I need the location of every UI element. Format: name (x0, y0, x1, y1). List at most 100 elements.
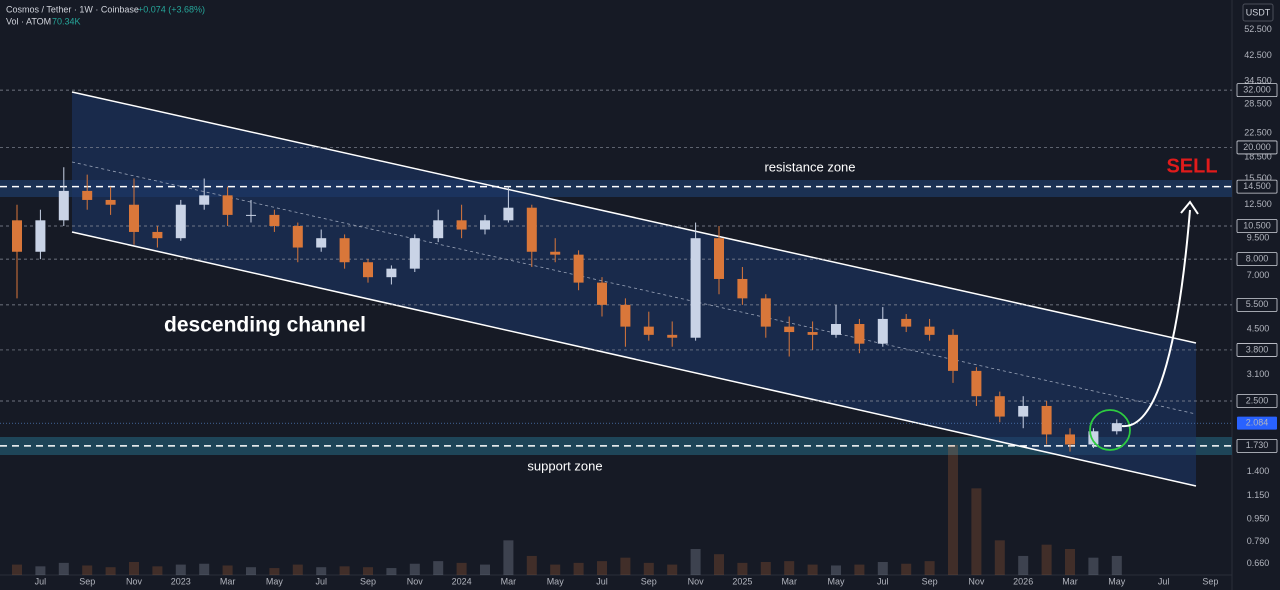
volume-bar (994, 540, 1005, 575)
resistance-label: resistance zone (764, 159, 855, 174)
candle-body (199, 195, 210, 205)
candle-body (363, 262, 373, 278)
chart-title: Cosmos / Tether · 1W · Coinbase (6, 4, 139, 14)
price-change: +0.074 (+3.68%) (138, 4, 205, 14)
volume-bar (620, 557, 631, 575)
sell-label: SELL (1166, 155, 1217, 177)
candle-body (269, 214, 280, 226)
candle-body (901, 318, 912, 327)
volume-bar (58, 562, 69, 575)
price-axis (1232, 0, 1280, 590)
level-label: 3.800 (1246, 344, 1269, 354)
x-tick-label: Sep (922, 576, 938, 586)
candle-body (105, 199, 116, 205)
volume-bar (363, 567, 373, 575)
x-tick-label: Mar (781, 576, 797, 586)
volume-bar (877, 562, 888, 575)
x-tick-label: Jul (315, 576, 327, 586)
level-box (1236, 83, 1278, 98)
x-tick-label: Sep (1202, 576, 1218, 586)
level-label: 10.500 (1243, 220, 1271, 230)
volume-bar (456, 562, 467, 575)
support-label: support zone (527, 458, 602, 473)
candle-body (597, 282, 607, 305)
y-tick-label: 0.950 (1247, 513, 1270, 523)
candle-body (386, 268, 397, 278)
arrow-head (1180, 200, 1199, 215)
candle-body (456, 220, 467, 230)
candle-body (152, 231, 163, 239)
candle-body (1088, 431, 1099, 445)
candle-body (690, 238, 701, 338)
candle-body (526, 207, 537, 252)
candle-body (222, 195, 233, 215)
y-tick-label: 7.000 (1247, 270, 1270, 280)
x-tick-label: Sep (641, 576, 657, 586)
x-tick-label: May (1108, 576, 1126, 586)
candle-body (35, 220, 46, 252)
y-tick-label: 42.500 (1244, 50, 1272, 60)
y-tick-label: 1.400 (1247, 466, 1270, 476)
volume-bar (129, 562, 139, 575)
channel-lower (71, 231, 1197, 487)
y-tick-label: 1.150 (1247, 490, 1270, 500)
volume-bar (409, 563, 420, 575)
x-tick-label: Mar (1062, 576, 1078, 586)
last-price-box (1237, 416, 1277, 430)
y-tick-label: 28.500 (1244, 99, 1272, 109)
volume-bar (12, 564, 22, 575)
y-tick-label: 9.500 (1247, 233, 1270, 243)
level-label: 5.500 (1246, 299, 1269, 309)
volume-bar (1088, 557, 1099, 575)
x-tick-label: Nov (126, 576, 143, 586)
candle-body (1111, 423, 1122, 432)
candle-body (924, 326, 935, 335)
candle-body (129, 204, 139, 232)
x-tick-label: Nov (407, 576, 424, 586)
y-tick-label: 0.660 (1247, 558, 1270, 568)
level-label: 2.500 (1246, 395, 1269, 405)
level-label: 1.730 (1246, 440, 1269, 450)
volume-bar (175, 564, 186, 575)
level-box (1236, 179, 1278, 194)
candle-body (480, 220, 490, 230)
level-label: 32.000 (1243, 84, 1271, 94)
level-box (1236, 297, 1278, 312)
highlight-circle (1089, 409, 1131, 451)
volume-value: 70.34K (52, 16, 81, 26)
projection-arrow (1121, 209, 1191, 428)
candle-body (714, 238, 724, 279)
candle-body (58, 190, 69, 221)
candle-body (316, 238, 327, 248)
candle-body (503, 207, 514, 221)
candle-body (737, 278, 748, 299)
x-tick-label: May (827, 576, 845, 586)
x-tick-label: Jul (35, 576, 47, 586)
candle-body (760, 298, 771, 327)
currency-box[interactable] (1242, 3, 1274, 22)
volume-bar (246, 567, 256, 575)
x-tick-label: Sep (79, 576, 95, 586)
x-tick-label: 2023 (171, 576, 191, 586)
volume-bar (573, 562, 584, 575)
volume-bar (597, 561, 607, 575)
x-tick-label: 2026 (1013, 576, 1033, 586)
x-tick-label: Jul (596, 576, 608, 586)
x-tick-label: Nov (968, 576, 985, 586)
candle-body (1065, 434, 1075, 445)
candle-body (831, 324, 841, 335)
volume-bar (433, 561, 444, 575)
y-tick-label: 4.500 (1247, 324, 1270, 334)
x-tick-label: Jul (877, 576, 889, 586)
channel-fill (72, 92, 1196, 486)
level-box (1236, 438, 1278, 453)
y-tick-label: 22.500 (1244, 127, 1272, 137)
candle-body (1018, 405, 1029, 417)
y-tick-label: 15.500 (1244, 173, 1272, 183)
y-tick-label: 34.500 (1244, 75, 1272, 85)
currency[interactable]: USDT (1246, 7, 1271, 17)
candle-body (643, 326, 654, 335)
x-tick-label: May (547, 576, 565, 586)
candle-body (948, 334, 958, 371)
